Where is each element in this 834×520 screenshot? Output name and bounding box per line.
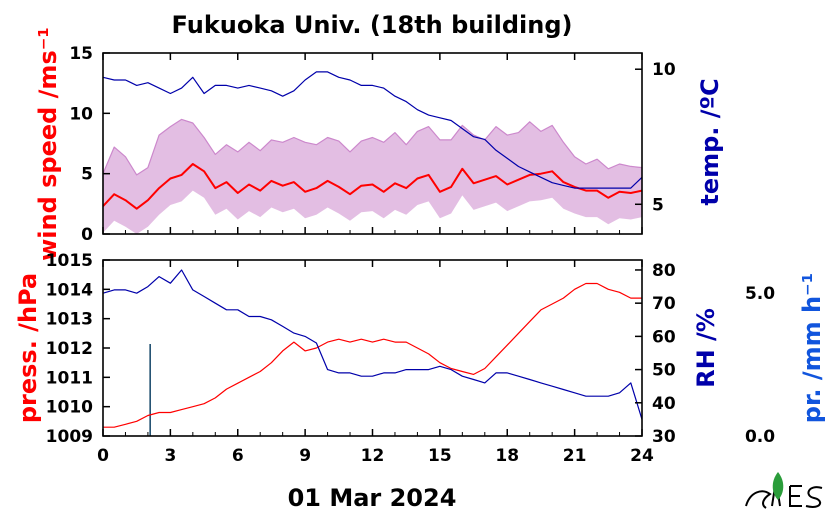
wind-line [102, 163, 643, 210]
y-tick-label-right: 70 [652, 294, 676, 314]
rh-series [102, 269, 643, 420]
y-tick-label-left: 1011 [46, 368, 93, 388]
y-tick-label-right: 60 [652, 327, 676, 347]
top-axis-ticks: 0 5 10 15 5 10 [69, 44, 676, 245]
bottom-axis-ticks: 0 3 6 9 12 15 18 21 24 1009 1010 1011 1012 1013 1014 10… [46, 251, 676, 466]
y-tick-label-left: 1009 [46, 427, 93, 447]
gust-series [102, 118, 643, 234]
x-tick-label: 24 [630, 446, 654, 466]
x-tick-label: 18 [495, 446, 519, 466]
y-tick-label-left: 1015 [46, 251, 93, 271]
y-tick-label-left: 15 [69, 44, 93, 64]
pressure-series [103, 282, 642, 428]
temp-axis-label: temp. /ºC [696, 78, 724, 205]
x-tick-label: 6 [232, 446, 244, 466]
y-tick-label-right: 5 [652, 195, 664, 215]
y-tick-label-right: 10 [652, 60, 676, 80]
y-tick-label-right: 30 [652, 427, 676, 447]
temp-series [102, 71, 643, 189]
y-tick-label-right: 40 [652, 394, 676, 414]
rh-line [102, 269, 643, 420]
gust-band [103, 119, 642, 234]
y-tick-label-left: 1014 [46, 280, 93, 300]
x-tick-label: 3 [164, 446, 176, 466]
wind-series [102, 163, 643, 210]
y-tick-label-left: 1012 [46, 339, 93, 359]
rh-axis-label: RH /% [692, 308, 720, 388]
y-tick-label-left: 1010 [46, 398, 93, 418]
precip-tick-high: 5.0 [745, 284, 775, 304]
wind-temp-panel: 0 5 10 15 5 10 wind speed /ms⁻¹ temp. /ºC [34, 27, 724, 261]
gust-line [102, 118, 643, 176]
wind-axis-label: wind speed /ms⁻¹ [34, 27, 62, 261]
y-tick-label-left: 10 [69, 104, 93, 124]
pressure-rh-panel: 0 3 6 9 12 15 18 21 24 1009 1010 1011 1012 1013 1014 10… [14, 251, 826, 466]
precip-tick-low: 0.0 [745, 427, 775, 447]
chart-title: Fukuoka Univ. (18th building) [172, 11, 573, 39]
y-tick-label-right: 80 [652, 261, 676, 281]
y-tick-label-left: 5 [81, 165, 93, 185]
pressure-line [103, 282, 642, 428]
x-tick-label: 15 [428, 446, 452, 466]
x-tick-label: 0 [97, 446, 109, 466]
y-tick-label-left: 1013 [46, 310, 93, 330]
y-tick-label-left: 0 [81, 225, 93, 245]
temp-line [102, 71, 643, 189]
precip-axis-label: pr. /mm h⁻¹ [798, 273, 826, 423]
date-label: 01 Mar 2024 [288, 484, 457, 512]
y-tick-label-right: 50 [652, 361, 676, 381]
pressure-axis-label: press. /hPa [14, 273, 42, 423]
university-logo [745, 472, 823, 509]
x-tick-label: 9 [299, 446, 311, 466]
x-tick-label: 21 [563, 446, 587, 466]
x-tick-label: 12 [361, 446, 385, 466]
